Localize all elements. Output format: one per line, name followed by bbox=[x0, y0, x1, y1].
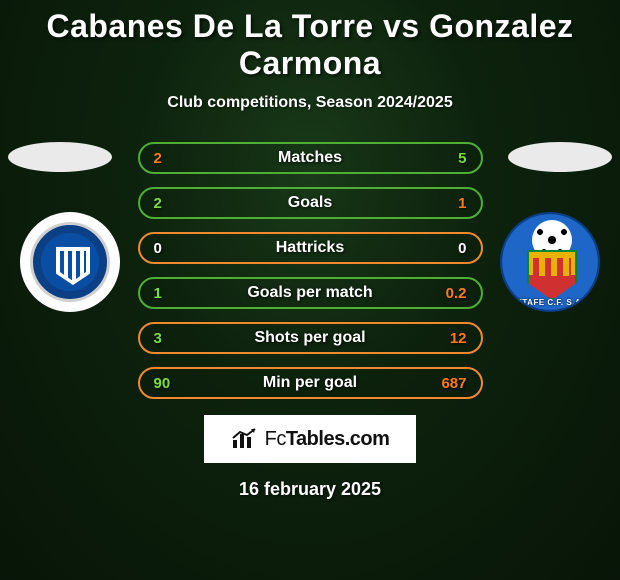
stat-label: Goals per match bbox=[140, 284, 481, 302]
bar-chart-icon bbox=[231, 428, 259, 450]
player-photo-left bbox=[8, 142, 112, 172]
getafe-badge-icon: GETAFE C.F. S.A.D bbox=[500, 212, 600, 312]
club-crest-left bbox=[20, 212, 120, 312]
stat-left-value: 2 bbox=[154, 150, 162, 167]
stat-row: 1Goals per match0.2 bbox=[138, 277, 483, 309]
stat-right-value: 1 bbox=[458, 195, 466, 212]
vs-title: Cabanes De La Torre vs Gonzalez Carmona bbox=[0, 0, 620, 82]
fctables-text: FcTables.com bbox=[265, 428, 390, 451]
stat-right-value: 0 bbox=[458, 240, 466, 257]
stat-label: Goals bbox=[140, 194, 481, 212]
stat-left-value: 90 bbox=[154, 375, 171, 392]
subtitle: Club competitions, Season 2024/2025 bbox=[0, 94, 620, 112]
stat-row: 3Shots per goal12 bbox=[138, 322, 483, 354]
stat-label: Hattricks bbox=[140, 239, 481, 257]
stat-label: Shots per goal bbox=[140, 329, 481, 347]
stat-left-value: 3 bbox=[154, 330, 162, 347]
alaves-badge-icon bbox=[30, 222, 110, 302]
comparison-panel: GETAFE C.F. S.A.D 2Matches52Goals10Hattr… bbox=[0, 142, 620, 399]
stat-left-value: 0 bbox=[154, 240, 162, 257]
stat-right-value: 687 bbox=[441, 375, 466, 392]
stats-list: 2Matches52Goals10Hattricks01Goals per ma… bbox=[138, 142, 483, 399]
infographic-date: 16 february 2025 bbox=[0, 479, 620, 500]
stat-right-value: 0.2 bbox=[446, 285, 467, 302]
fctables-link[interactable]: FcTables.com bbox=[204, 415, 416, 463]
stat-right-value: 12 bbox=[450, 330, 467, 347]
stat-right-value: 5 bbox=[458, 150, 466, 167]
stat-label: Matches bbox=[140, 149, 481, 167]
club-crest-right: GETAFE C.F. S.A.D bbox=[500, 212, 600, 312]
stat-row: 90Min per goal687 bbox=[138, 367, 483, 399]
stat-row: 2Goals1 bbox=[138, 187, 483, 219]
stat-row: 0Hattricks0 bbox=[138, 232, 483, 264]
stat-label: Min per goal bbox=[140, 374, 481, 392]
stat-left-value: 2 bbox=[154, 195, 162, 212]
player-photo-right bbox=[508, 142, 612, 172]
stat-left-value: 1 bbox=[154, 285, 162, 302]
stat-row: 2Matches5 bbox=[138, 142, 483, 174]
